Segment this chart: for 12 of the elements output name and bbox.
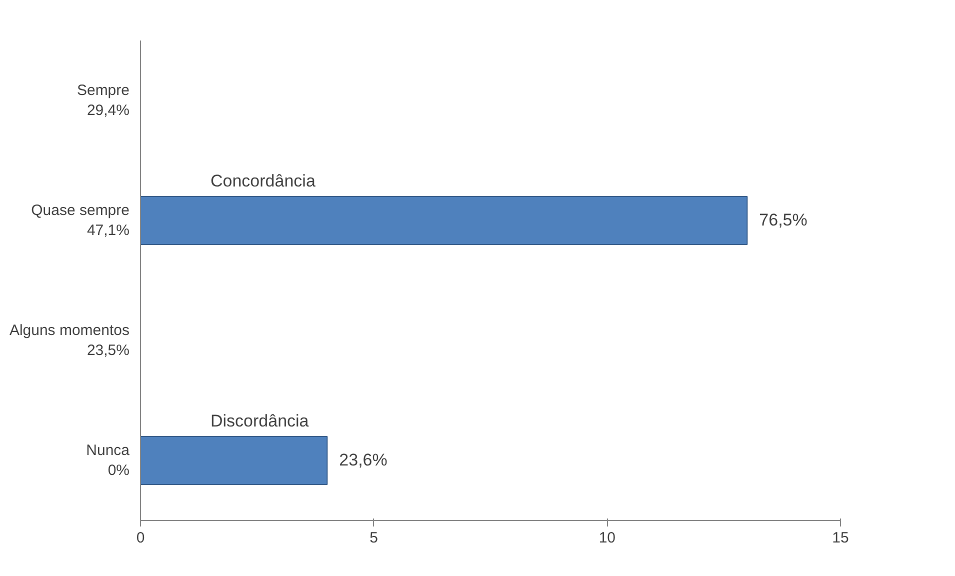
y-tick-label: Sempre 29,4% [76, 82, 130, 120]
annotation: 23,6% [339, 450, 388, 470]
x-tick-label: 10 [598, 530, 616, 546]
y-tick-label: Quase sempre 47,1% [31, 202, 130, 240]
y-tick-label: Nunca 0% [86, 442, 130, 480]
x-tick-label: 5 [370, 530, 378, 546]
annotation: Discordância [210, 412, 310, 430]
x-tick-label: 0 [136, 530, 145, 546]
annotation: 76,5% [759, 210, 808, 230]
annotation: Concordância [210, 172, 316, 190]
y-tick-label: Alguns momentos 23,5% [9, 322, 130, 360]
x-tick-label: 15 [832, 530, 849, 546]
